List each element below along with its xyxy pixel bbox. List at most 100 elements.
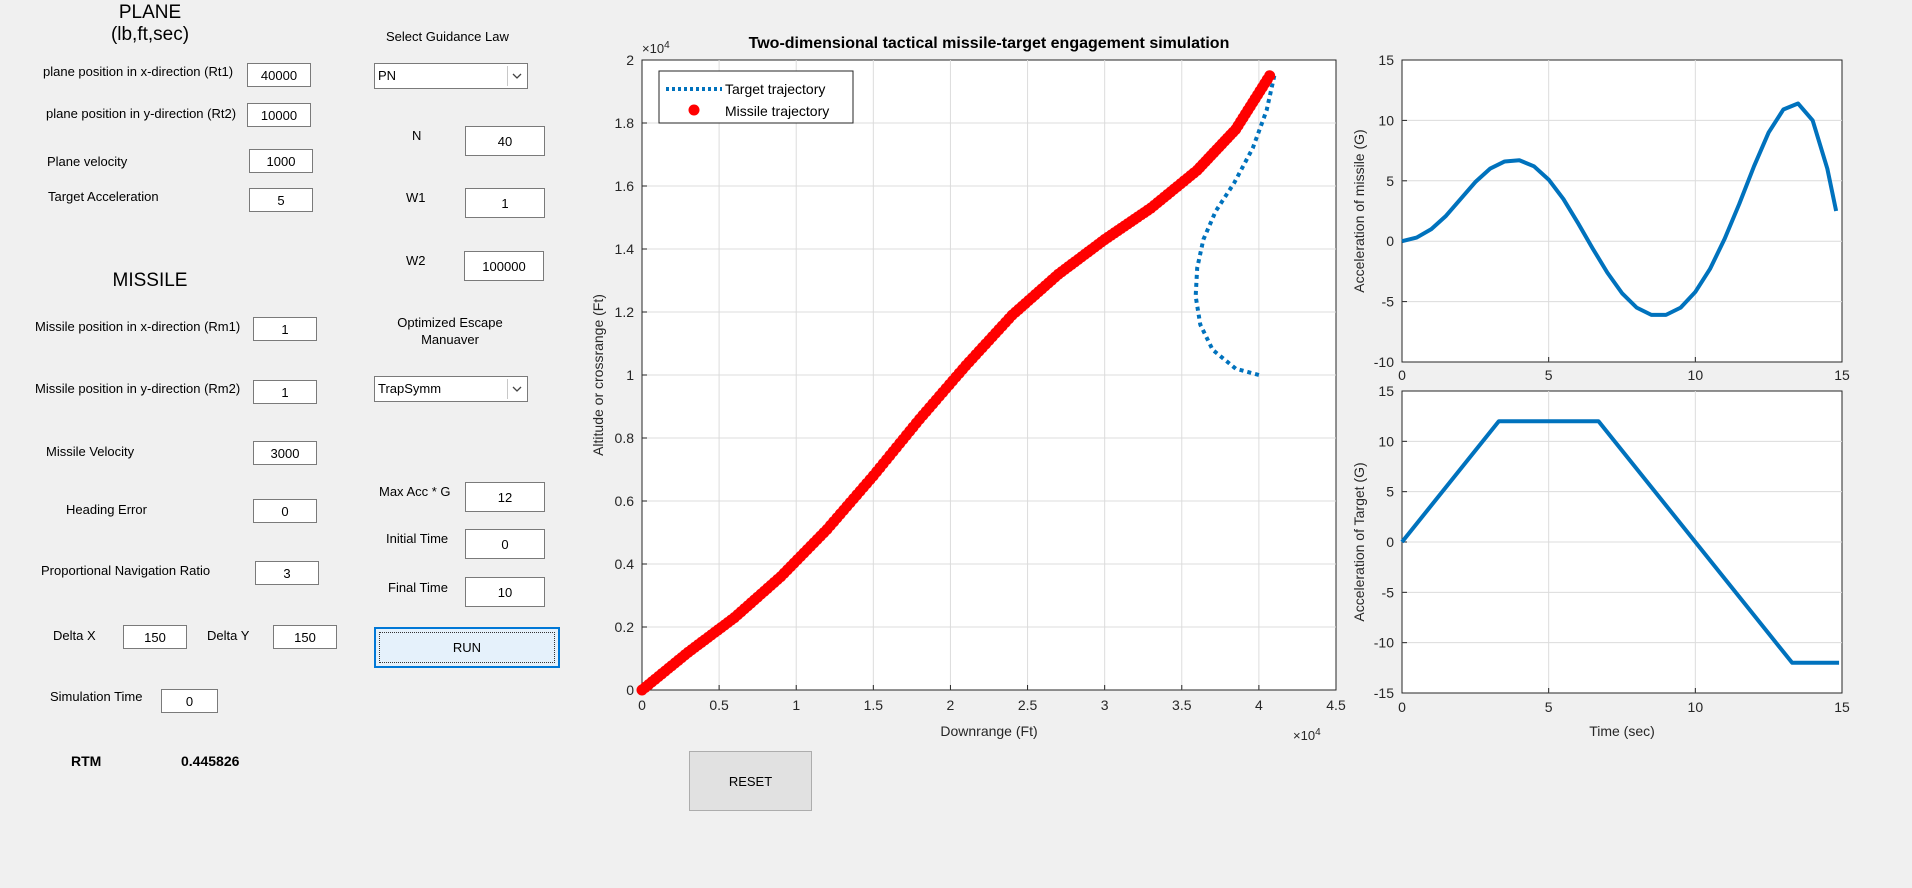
y-tick-label: -10 [1374,635,1394,651]
y-axis-label: Acceleration of Target (G) [1351,462,1367,621]
rt1-input[interactable] [247,63,311,87]
y-axis-label: Altitude or crossrange (Ft) [590,294,606,456]
run-button[interactable]: RUN [374,627,560,668]
plane-velocity-input[interactable] [249,149,313,173]
x-tick-label: 4 [1255,697,1263,713]
legend-missile-swatch [688,104,700,116]
initial-time-input[interactable] [465,529,545,559]
y-tick-label: -5 [1382,584,1395,600]
rm1-input[interactable] [253,317,317,341]
y-tick-label: 0.8 [615,430,635,446]
rtm-label: RTM [71,753,102,769]
x-tick-label: 4.5 [1326,697,1346,713]
x-tick-label: 0.5 [709,697,729,713]
x-tick-label: 15 [1834,367,1850,383]
grid [1402,391,1842,693]
missile-velocity-label: Missile Velocity [46,444,135,459]
trajectory-chart: 0 0.5 1 1.5 2 2.5 3 3.5 4 4.5 0 0.2 0.4 0.6 0.8 1 1.2 1.4… [590,35,1346,744]
w1-input[interactable] [465,188,545,218]
max-acc-label: Max Acc * G [379,484,451,499]
legend: Target trajectory Missile trajectory [658,70,854,124]
plane-velocity-label: Plane velocity [47,154,128,169]
plot-area [1401,59,1843,363]
y-tick-label: 0.2 [615,619,635,635]
axis-ticks: 0 5 10 15 -10 -5 0 5 10 15 [1374,52,1850,383]
final-time-label: Final Time [388,580,448,595]
y-tick-label: -15 [1374,685,1394,701]
escape-maneuver-dropdown[interactable]: TrapSymm [374,376,528,402]
chart-title: Two-dimensional tactical missile-target … [749,35,1230,52]
y-tick-label: 10 [1378,433,1394,449]
heading-error-input[interactable] [253,499,317,523]
reset-button[interactable]: RESET [689,751,812,811]
acceleration-line [1400,419,1840,665]
y-tick-label: 1.8 [615,115,635,131]
x-tick-label: 5 [1545,699,1553,715]
y-tick-label: 2 [626,52,634,68]
y-tick-label: 1.4 [615,241,635,257]
delta-x-input[interactable] [123,625,187,649]
y-axis-label: Acceleration of missile (G) [1351,129,1367,292]
pnr-input[interactable] [255,561,319,585]
plane-title: PLANE [118,2,182,23]
y-tick-label: 0.4 [615,556,635,572]
y-tick-label: 10 [1378,112,1394,128]
rm2-input[interactable] [253,380,317,404]
series [1400,419,1840,665]
y-tick-label: 15 [1378,385,1394,399]
w2-input[interactable] [464,251,544,281]
legend-target-label: Target trajectory [725,81,825,97]
y-tick-label: 5 [1386,173,1394,189]
x-tick-label: 10 [1688,367,1704,383]
missile-title: MISSILE [112,270,188,291]
rt2-label: plane position in y-direction (Rt2) [46,106,237,121]
x-tick-label: 0 [1398,699,1406,715]
missile-trajectory-point [1264,70,1276,82]
x-exponent-label: ×104 [1293,727,1321,744]
y-tick-label: 0 [626,682,634,698]
x-axis-label: Time (sec) [1589,723,1655,739]
axis-ticks: 0 0.5 1 1.5 2 2.5 3 3.5 4 4.5 0 0.2 0.4 0.6 0.8 1 1.2 1.4… [615,52,1346,713]
guidance-law-dropdown[interactable]: PN [374,63,528,89]
y-tick-label: 1.6 [615,178,635,194]
grid [1402,60,1842,362]
max-acc-input[interactable] [465,482,545,512]
pnr-label: Proportional Navigation Ratio [41,563,211,578]
escape-maneuver-value: TrapSymm [378,381,442,396]
n-label: N [412,128,422,143]
series [1401,101,1839,317]
y-tick-label: 0 [1386,233,1394,249]
series [636,70,1277,696]
chevron-down-icon[interactable] [507,379,525,399]
missile-velocity-input[interactable] [253,441,317,465]
y-exponent-label: ×104 [642,40,670,57]
final-time-input[interactable] [465,577,545,607]
x-tick-label: 3 [1101,697,1109,713]
target-accel-chart: 0 5 10 15 -15 -10 -5 0 5 10 15 Time (sec) Accelera… [1351,385,1850,739]
x-tick-label: 5 [1545,367,1553,383]
y-tick-label: 0 [1386,534,1394,550]
target-trajectory-line [1193,75,1277,377]
acceleration-line [1401,101,1839,317]
rt1-label: plane position in x-direction (Rt1) [43,64,234,79]
y-tick-label: -10 [1374,354,1394,370]
x-tick-label: 1 [792,697,800,713]
n-input[interactable] [465,126,545,156]
rt2-input[interactable] [247,103,311,127]
x-tick-label: 2.5 [1018,697,1038,713]
axis-ticks: 0 5 10 15 -15 -10 -5 0 5 10 15 [1374,385,1850,715]
escape-maneuver-label: Optimized Escape Manuaver [397,315,503,347]
x-tick-label: 3.5 [1172,697,1192,713]
target-accel-input[interactable] [249,188,313,212]
chevron-down-icon[interactable] [507,66,525,86]
y-tick-label: 0.6 [615,493,635,509]
sim-time-label: Simulation Time [50,689,143,704]
w1-label: W1 [406,190,426,205]
run-button-label: RUN [452,640,482,655]
x-axis-label: Downrange (Ft) [940,723,1037,739]
y-tick-label: 1 [626,367,634,383]
reset-button-label: RESET [728,773,773,789]
delta-y-input[interactable] [273,625,337,649]
sim-time-input[interactable] [161,689,218,713]
run-focus-ring [379,632,555,663]
